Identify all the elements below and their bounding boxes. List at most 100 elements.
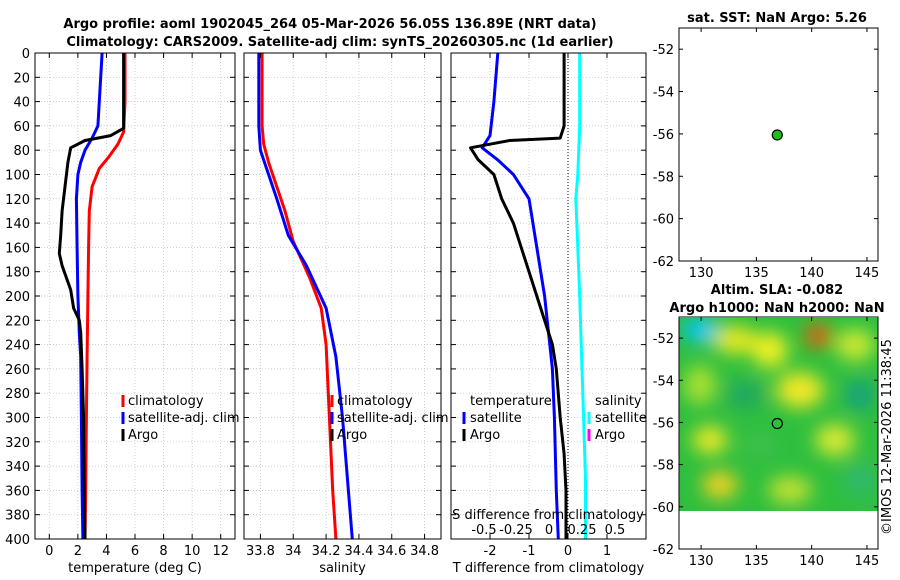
y-tick-label: 320 bbox=[5, 436, 30, 451]
series-line-climatology bbox=[83, 53, 127, 540]
heat-blob bbox=[725, 381, 765, 409]
y-tick-label: 0 bbox=[22, 47, 30, 62]
y-tick-label: 240 bbox=[5, 339, 30, 354]
series-line-satellite-adj-clim bbox=[74, 52, 104, 540]
s-difference-title: S difference from climatology bbox=[452, 508, 644, 523]
x-tick-label: 135 bbox=[744, 266, 769, 281]
x-tick-label: -1 bbox=[523, 544, 536, 559]
y-tick-label: -52 bbox=[653, 332, 674, 347]
y-tick-label: -60 bbox=[653, 501, 674, 516]
y-tick-label: 380 bbox=[5, 509, 30, 524]
y-tick-label: -52 bbox=[653, 43, 674, 58]
y-tick-label: 80 bbox=[13, 144, 30, 159]
temperature-legend: climatology satellite-adj. clim Argo bbox=[121, 394, 240, 443]
legend-title-temperature: temperature bbox=[470, 394, 552, 409]
heat-blob bbox=[684, 365, 716, 405]
y-tick-label: 100 bbox=[5, 169, 30, 184]
heat-blob bbox=[804, 324, 832, 348]
heat-blob bbox=[776, 372, 824, 408]
legend-label-s-argo: Argo bbox=[595, 428, 625, 443]
title-line-2: Climatology: CARS2009. Satellite-adj cli… bbox=[66, 35, 613, 50]
s-tick-label: 0.25 bbox=[568, 523, 597, 538]
x-tick-label: 34.8 bbox=[410, 544, 439, 559]
y-tick-label: -62 bbox=[653, 543, 674, 558]
x-tick-label: 145 bbox=[855, 266, 880, 281]
y-tick-label: 340 bbox=[5, 460, 30, 475]
x-tick-label: 6 bbox=[131, 544, 139, 559]
s-tick-label: 0.5 bbox=[605, 523, 626, 538]
legend-label-satellite: satellite-adj. clim bbox=[128, 411, 240, 426]
sst-map-title: sat. SST: NaN Argo: 5.26 bbox=[687, 11, 867, 26]
legend-label-climatology: climatology bbox=[128, 394, 204, 409]
x-tick-label: 33.8 bbox=[246, 544, 275, 559]
x-tick-label: 0 bbox=[45, 544, 53, 559]
series-line-t-satellite bbox=[480, 52, 560, 540]
x-tick-label: 34.2 bbox=[312, 544, 341, 559]
heat-blob bbox=[692, 426, 728, 454]
legend-label-t-satellite: satellite bbox=[470, 411, 522, 426]
y-tick-label: 40 bbox=[13, 96, 30, 111]
heat-blob bbox=[846, 379, 874, 411]
x-tick-label: 2 bbox=[74, 544, 82, 559]
sla-map-panel: 130 135 140 145 -52 -54 -56 -58 -60 -62 bbox=[653, 316, 880, 569]
map-frame bbox=[678, 27, 879, 262]
y-tick-label: 20 bbox=[13, 71, 30, 86]
legend-label-s-satellite: satellite bbox=[595, 411, 647, 426]
heat-blob bbox=[752, 332, 788, 368]
x-axis-label: temperature (deg C) bbox=[68, 561, 202, 576]
y-tick-label: 60 bbox=[13, 120, 30, 135]
legend-label-argo: Argo bbox=[337, 428, 367, 443]
watermark: ©IMOS 12-Mar-2026 11:38:45 bbox=[880, 339, 895, 535]
sla-map-title-2: Argo h1000: NaN h2000: NaN bbox=[669, 301, 884, 316]
series-line-satellite-adj-clim bbox=[257, 53, 354, 540]
x-tick-label: 10 bbox=[184, 544, 201, 559]
argo-position-marker bbox=[771, 129, 783, 141]
s-difference-axis: S difference from climatology -0.5 -0.25… bbox=[452, 508, 644, 538]
heat-blob bbox=[746, 433, 774, 457]
heat-blob bbox=[713, 326, 757, 354]
x-tick-label: 1 bbox=[603, 544, 611, 559]
legend-label-climatology: climatology bbox=[337, 394, 413, 409]
x-tick-label: 140 bbox=[799, 266, 824, 281]
x-tick-label: 145 bbox=[855, 554, 880, 569]
x-tick-label: 34.4 bbox=[344, 544, 373, 559]
legend-label-satellite: satellite-adj. clim bbox=[337, 411, 449, 426]
y-tick-label: 180 bbox=[5, 266, 30, 281]
y-tick-label: 200 bbox=[5, 290, 30, 305]
sst-map-panel: 130 135 140 145 -52 -54 -56 -58 -60 -62 bbox=[653, 27, 880, 281]
title-line-1: Argo profile: aoml 1902045_264 05-Mar-20… bbox=[63, 17, 596, 32]
heat-blob bbox=[768, 476, 812, 504]
difference-legend-salinity: salinity satellite Argo bbox=[587, 394, 647, 443]
x-tick-label: 34 bbox=[285, 544, 302, 559]
sla-map-title-1: Altim. SLA: -0.082 bbox=[711, 283, 843, 298]
y-tick-label: 300 bbox=[5, 412, 30, 427]
y-tick-label: -56 bbox=[653, 128, 674, 143]
y-tick-label: -62 bbox=[653, 255, 674, 270]
y-tick-label: 160 bbox=[5, 241, 30, 256]
salinity-panel: 33.8 34 34.2 34.4 34.6 34.8 salinity bbox=[243, 52, 442, 576]
heat-blob bbox=[844, 464, 876, 496]
y-tick-label: 360 bbox=[5, 484, 30, 499]
y-tick-label: 220 bbox=[5, 314, 30, 329]
x-tick-label: 0 bbox=[564, 544, 572, 559]
legend-label-argo: Argo bbox=[128, 428, 158, 443]
x-tick-label: 135 bbox=[744, 554, 769, 569]
s-tick-label: -0.25 bbox=[499, 523, 533, 538]
y-tick-label: -56 bbox=[653, 416, 674, 431]
series-line-t-argo bbox=[469, 53, 568, 539]
heat-blob bbox=[815, 424, 855, 456]
y-tick-label: -54 bbox=[653, 86, 674, 101]
argo-position-marker bbox=[771, 417, 783, 430]
y-tick-label: -58 bbox=[653, 170, 674, 185]
series-line-argo bbox=[57, 53, 126, 540]
y-tick-label: -60 bbox=[653, 213, 674, 228]
x-tick-label: 8 bbox=[159, 544, 167, 559]
heat-blob bbox=[702, 471, 738, 499]
y-tick-label: 400 bbox=[5, 533, 30, 548]
x-axis-label: T difference from climatology bbox=[452, 561, 645, 576]
series-line-s-satellite bbox=[574, 53, 587, 539]
x-tick-label: 12 bbox=[212, 544, 229, 559]
x-axis-label: salinity bbox=[319, 561, 366, 576]
legend-label-t-argo: Argo bbox=[470, 428, 500, 443]
